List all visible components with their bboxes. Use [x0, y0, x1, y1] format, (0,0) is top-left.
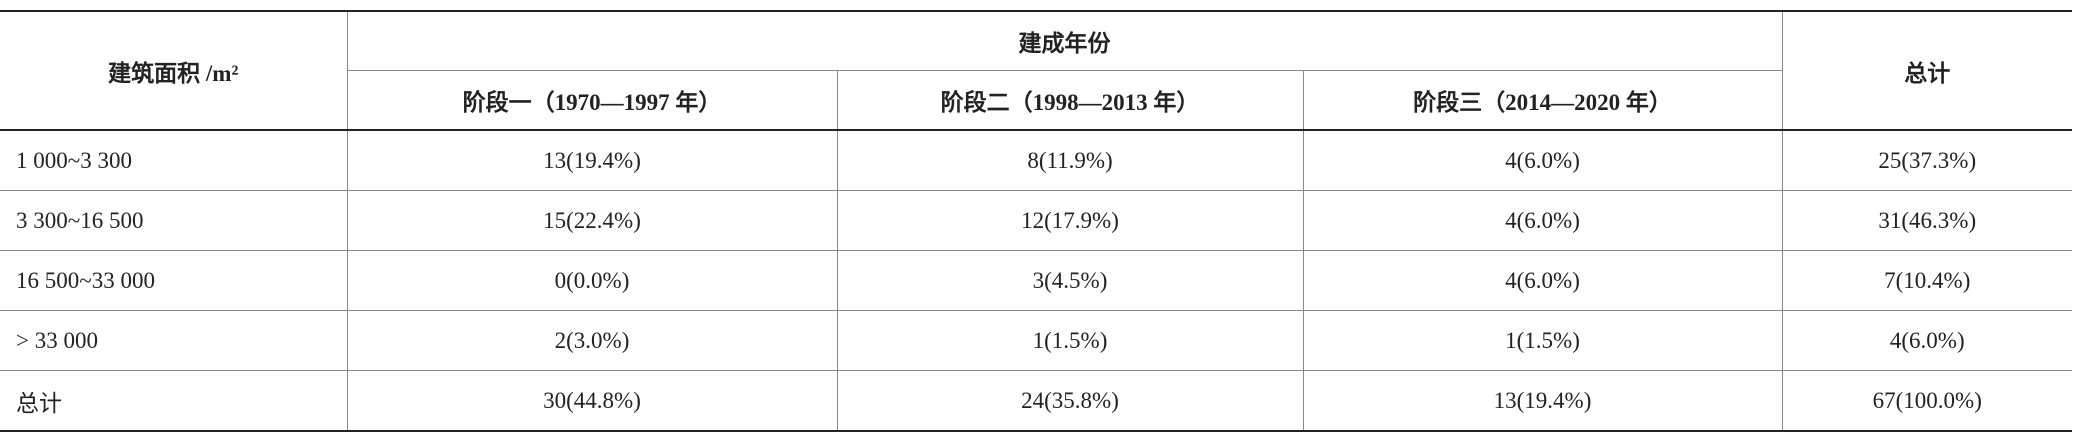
table-cell: 24(35.8%): [836, 370, 1304, 432]
table-row: 16 500~33 000 0(0.0%) 3(4.5%) 4(6.0%) 7(10.4…: [0, 250, 2073, 311]
table-cell: 13(19.4%): [346, 130, 838, 191]
table-cell: 7(10.4%): [1781, 250, 2073, 311]
table-cell: 31(46.3%): [1781, 190, 2073, 251]
table-header: 建筑面积 /m² 建成年份 总计 阶段一（1970—1997 年） 阶段二（19…: [0, 10, 2073, 131]
table-body: 1 000~3 300 13(19.4%) 8(11.9%) 4(6.0%) 25(37…: [0, 130, 2073, 432]
table-cell: 15(22.4%): [346, 190, 838, 251]
table-cell: 67(100.0%): [1781, 370, 2073, 432]
table-cell: 2(3.0%): [346, 310, 838, 371]
table-cell: 25(37.3%): [1781, 130, 2073, 191]
table-cell: 4(6.0%): [1302, 250, 1783, 311]
header-cell: 总计: [1781, 10, 2073, 131]
table-cell: 13(19.4%): [1302, 370, 1783, 432]
table-cell: 30(44.8%): [346, 370, 838, 432]
table-row: 3 300~16 500 15(22.4%) 12(17.9%) 4(6.0%) 31(…: [0, 190, 2073, 251]
table-cell: 1 000~3 300: [0, 130, 348, 191]
table-cell: 1(1.5%): [1302, 310, 1783, 371]
table-cell: 3(4.5%): [836, 250, 1304, 311]
table-cell: 4(6.0%): [1781, 310, 2073, 371]
table-cell: 4(6.0%): [1302, 190, 1783, 251]
data-table: 建筑面积 /m² 建成年份 总计 阶段一（1970—1997 年） 阶段二（19…: [0, 10, 2073, 432]
table-cell: 0(0.0%): [346, 250, 838, 311]
table-row: > 33 000 2(3.0%) 1(1.5%) 1(1.5%) 4(6.0%): [0, 310, 2073, 371]
table-cell: 1(1.5%): [836, 310, 1304, 371]
table-row: 总计 30(44.8%) 24(35.8%) 13(19.4%) 67(100.0%): [0, 370, 2073, 432]
header-cell: 建成年份: [346, 10, 1783, 71]
table-cell: 8(11.9%): [836, 130, 1304, 191]
table-cell: 16 500~33 000: [0, 250, 348, 311]
table-cell: 4(6.0%): [1302, 130, 1783, 191]
table-row: 1 000~3 300 13(19.4%) 8(11.9%) 4(6.0%) 25(37…: [0, 130, 2073, 191]
header-cell: 阶段三（2014—2020 年）: [1302, 70, 1783, 131]
table-cell: 12(17.9%): [836, 190, 1304, 251]
header-cell: 阶段一（1970—1997 年）: [347, 70, 838, 131]
table-cell: > 33 000: [0, 310, 348, 371]
header-cell: 建筑面积 /m²: [0, 10, 348, 131]
header-cell: 阶段二（1998—2013 年）: [836, 70, 1304, 131]
table-cell: 总计: [0, 370, 348, 432]
table-cell: 3 300~16 500: [0, 190, 348, 251]
